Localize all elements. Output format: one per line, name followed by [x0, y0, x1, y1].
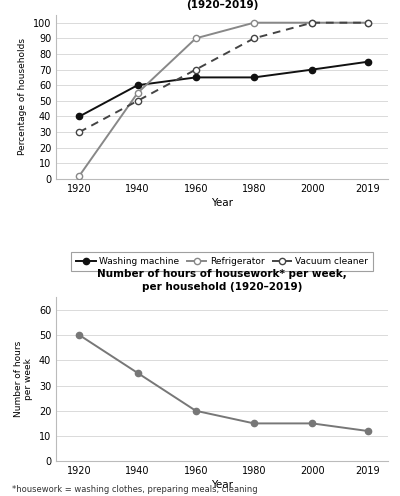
X-axis label: Year: Year [211, 198, 233, 208]
Title: Number of hours of housework* per week,
per household (1920–2019): Number of hours of housework* per week, … [97, 269, 347, 292]
Y-axis label: Number of hours
per week: Number of hours per week [14, 341, 33, 417]
Legend: Washing machine, Refrigerator, Vacuum cleaner: Washing machine, Refrigerator, Vacuum cl… [71, 252, 373, 271]
Title: Percentage of households with electrical appliances
(1920–2019): Percentage of households with electrical… [68, 0, 376, 10]
Y-axis label: Percentage of households: Percentage of households [18, 38, 27, 155]
X-axis label: Year: Year [211, 480, 233, 491]
Text: *housework = washing clothes, preparing meals, cleaning: *housework = washing clothes, preparing … [12, 485, 258, 494]
